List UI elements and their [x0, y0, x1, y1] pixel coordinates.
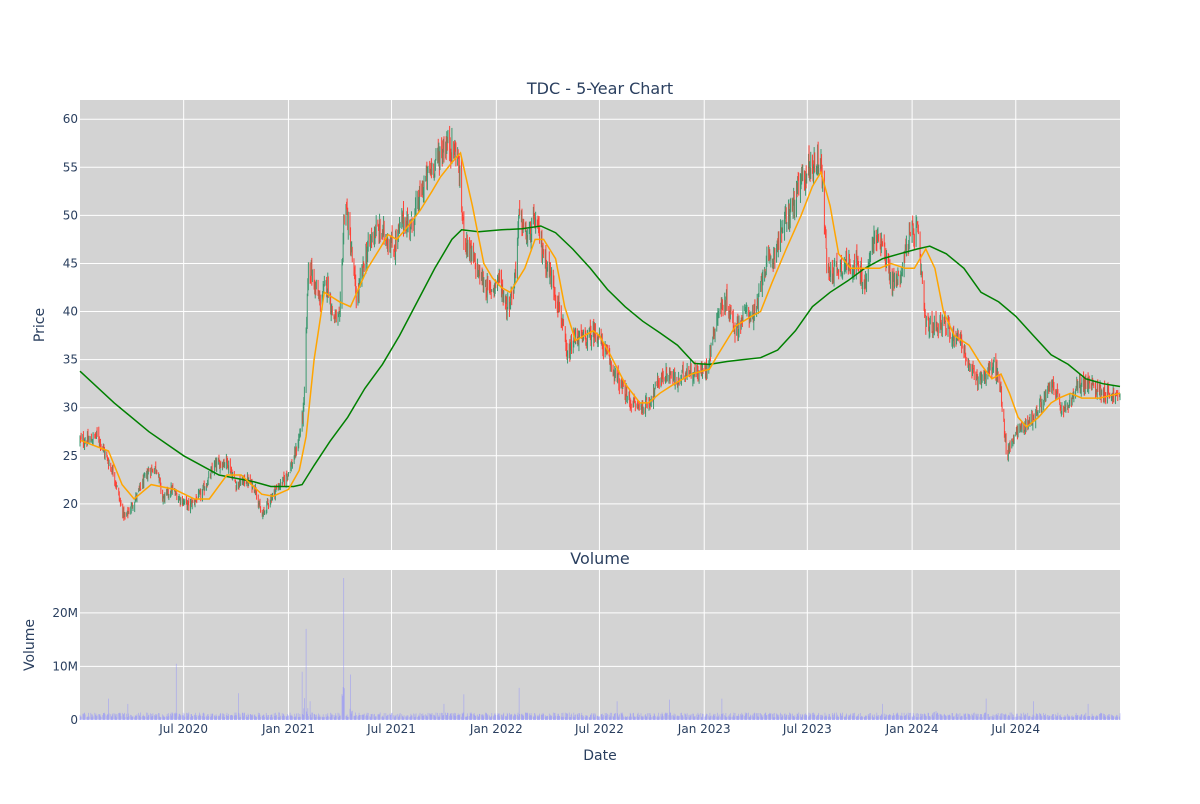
x-tick-label: Jan 2024 — [885, 722, 939, 736]
volume-bar-series — [79, 578, 1121, 720]
x-tick-label: Jan 2021 — [261, 722, 315, 736]
volume-y-axis-label: Volume — [22, 619, 38, 671]
ma-short-line — [80, 151, 1121, 501]
x-tick-label: Jul 2024 — [990, 722, 1040, 736]
x-tick-label: Jan 2023 — [677, 722, 731, 736]
x-tick-label: Jul 2020 — [158, 722, 208, 736]
price-y-tick-label: 20 — [63, 497, 78, 511]
x-axis-tick-labels: Jul 2020 Jan 2021 Jul 2021 Jan 2022 Jul 2022… — [158, 722, 1040, 736]
volume-gridlines — [80, 570, 1120, 721]
price-chart-title: TDC - 5-Year Chart — [526, 79, 673, 98]
price-y-tick-label: 60 — [63, 112, 78, 126]
price-y-tick-label: 30 — [63, 401, 78, 415]
price-gridlines — [80, 100, 1120, 550]
volume-y-tick-label: 10M — [52, 659, 78, 673]
price-y-axis-label: Price — [32, 308, 48, 342]
x-tick-label: Jan 2022 — [469, 722, 523, 736]
price-y-tick-label: 35 — [63, 353, 78, 367]
price-plot-area — [80, 100, 1120, 550]
price-y-tick-label: 50 — [63, 208, 78, 222]
price-y-tick-label: 40 — [63, 305, 78, 319]
volume-y-tick-labels: 0 10M 20M — [52, 606, 78, 727]
ma-long-line — [79, 225, 1121, 488]
price-y-tick-label: 55 — [63, 160, 78, 174]
volume-y-tick-label: 0 — [70, 713, 78, 727]
volume-chart-title: Volume — [570, 549, 630, 568]
volume-y-tick-label: 20M — [52, 606, 78, 620]
price-y-tick-labels: 20 25 30 35 40 45 50 55 60 — [63, 112, 78, 511]
price-y-tick-label: 25 — [63, 449, 78, 463]
x-tick-label: Jul 2023 — [782, 722, 832, 736]
x-tick-label: Jul 2021 — [366, 722, 416, 736]
x-tick-label: Jul 2022 — [574, 722, 624, 736]
x-axis-label: Date — [583, 748, 616, 764]
volume-plot-area — [80, 570, 1120, 720]
price-y-tick-label: 45 — [63, 256, 78, 270]
